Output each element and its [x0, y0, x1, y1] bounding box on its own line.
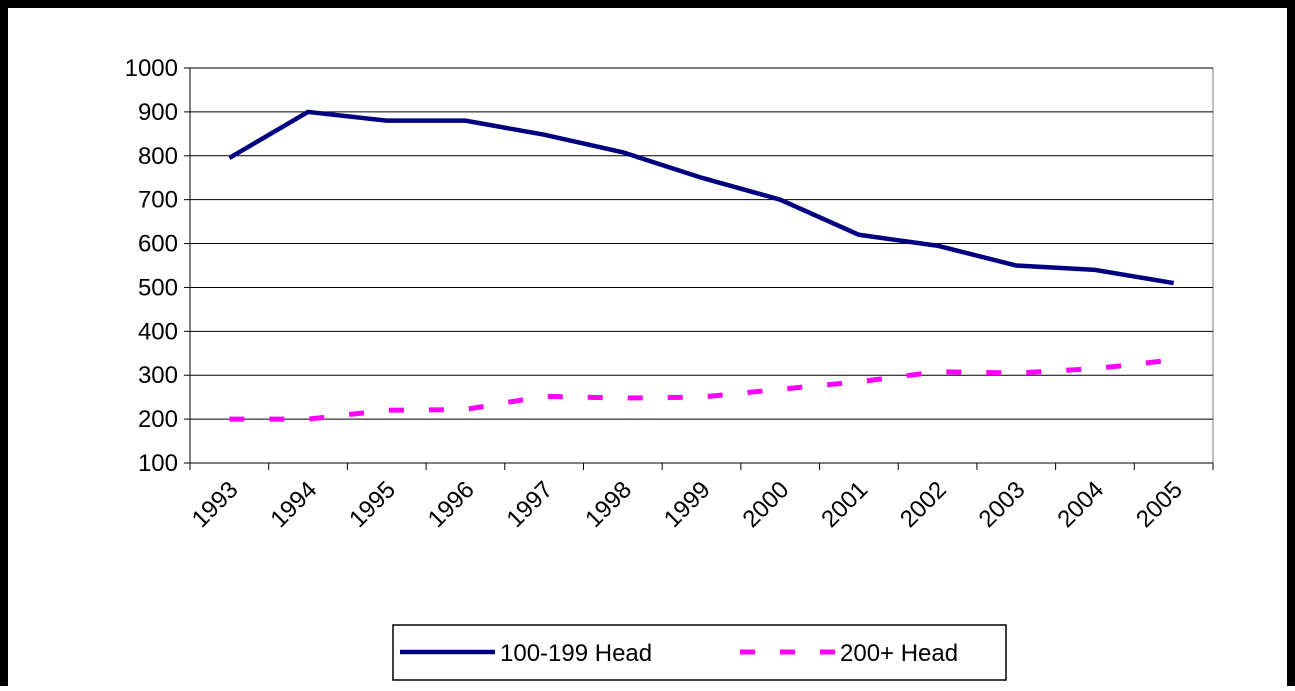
legend-label: 100-199 Head: [500, 640, 652, 667]
y-tick-label: 600: [138, 231, 178, 258]
y-tick-label: 900: [138, 99, 178, 126]
data-line: [228, 109, 1175, 286]
y-tick-label: 300: [138, 362, 178, 389]
y-tick-label: 700: [138, 187, 178, 214]
y-tick-label: 800: [138, 143, 178, 170]
y-tick-label: 500: [138, 274, 178, 301]
y-tick-label: 100: [138, 450, 178, 477]
y-tick-label: 1000: [125, 55, 178, 82]
y-tick-label: 200: [138, 406, 178, 433]
legend-label: 200+ Head: [840, 640, 958, 667]
y-tick-label: 400: [138, 318, 178, 345]
plot-area: [189, 67, 1214, 464]
legend: [392, 624, 1007, 681]
